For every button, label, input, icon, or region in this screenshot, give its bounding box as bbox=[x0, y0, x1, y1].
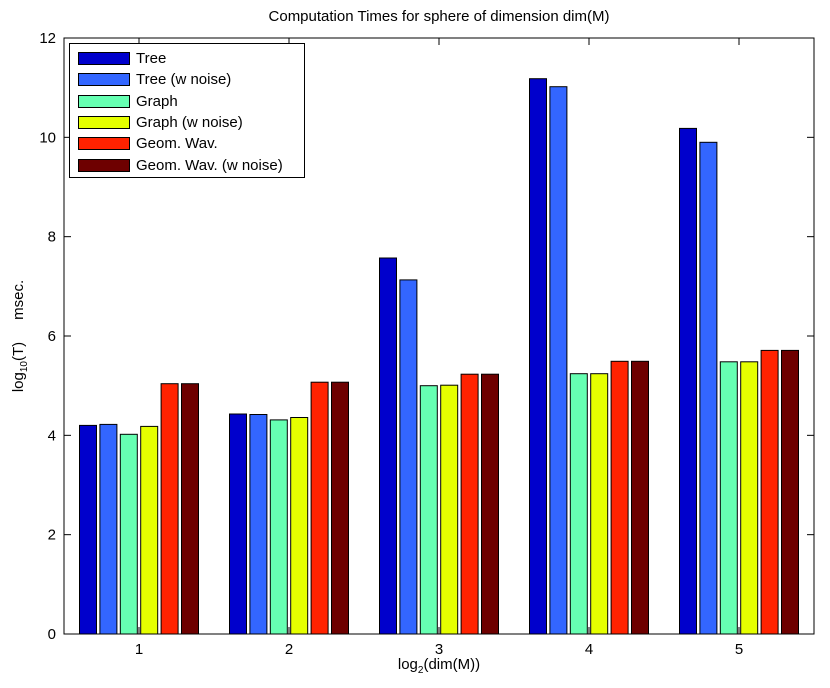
y-tick-label: 8 bbox=[48, 229, 56, 246]
bar bbox=[549, 86, 568, 635]
bar bbox=[79, 424, 97, 635]
legend-label: Geom. Wav. (w noise) bbox=[136, 156, 283, 174]
x-axis-label-base: log bbox=[397, 656, 418, 673]
bar bbox=[331, 381, 349, 635]
legend-item-tree-noise: Tree (w noise) bbox=[78, 69, 298, 90]
bar bbox=[249, 414, 268, 635]
legend-swatch bbox=[78, 52, 130, 66]
legend-swatch bbox=[78, 94, 130, 108]
legend: Tree Tree (w noise) Graph Graph (w noise… bbox=[69, 43, 305, 178]
x-tick-label: 1 bbox=[135, 641, 143, 658]
bar bbox=[290, 417, 309, 635]
y-tick-label: 10 bbox=[39, 129, 56, 146]
bar bbox=[569, 373, 588, 635]
legend-label: Graph (w noise) bbox=[136, 114, 243, 132]
bar bbox=[481, 373, 499, 635]
bar bbox=[699, 141, 718, 635]
bar bbox=[229, 413, 247, 635]
legend-item-geom-wav-noise: Geom. Wav. (w noise) bbox=[78, 154, 298, 175]
bar bbox=[590, 373, 609, 635]
bar bbox=[269, 419, 288, 635]
legend-swatch bbox=[78, 137, 130, 151]
y-tick-label: 4 bbox=[48, 427, 56, 444]
x-axis-label-sub: 2 bbox=[417, 665, 424, 676]
bar bbox=[740, 361, 759, 635]
y-axis-label-sub: 10 bbox=[19, 361, 30, 373]
bar bbox=[181, 383, 199, 635]
bar bbox=[310, 381, 329, 635]
x-axis-label: log2(dim(M)) bbox=[398, 656, 480, 676]
x-axis-ticks: 1 2 3 4 5 bbox=[135, 38, 743, 658]
bar bbox=[610, 360, 629, 635]
bar bbox=[119, 433, 138, 635]
x-tick-label: 3 bbox=[435, 641, 443, 658]
legend-item-geom-wav: Geom. Wav. bbox=[78, 133, 298, 154]
y-axis-unit: msec. bbox=[10, 279, 27, 320]
chart-title: Computation Times for sphere of dimensio… bbox=[268, 8, 610, 25]
legend-swatch bbox=[78, 158, 130, 172]
bar bbox=[719, 361, 738, 635]
legend-item-tree: Tree bbox=[78, 48, 298, 69]
x-tick-label: 2 bbox=[285, 641, 293, 658]
legend-label: Tree (w noise) bbox=[136, 71, 232, 89]
legend-label: Geom. Wav. bbox=[136, 135, 218, 153]
x-tick-label: 5 bbox=[735, 641, 743, 658]
bar bbox=[460, 373, 479, 635]
bar bbox=[419, 385, 438, 635]
y-axis-label-rest: (T) bbox=[10, 341, 27, 362]
y-tick-label: 6 bbox=[48, 328, 56, 345]
legend-item-graph: Graph bbox=[78, 91, 298, 112]
bar bbox=[160, 383, 179, 635]
legend-label: Tree bbox=[136, 50, 167, 68]
y-axis-ticks: 0 2 4 6 8 10 12 bbox=[39, 30, 814, 643]
bar bbox=[140, 425, 159, 635]
x-tick-label: 4 bbox=[585, 641, 593, 658]
bar bbox=[760, 349, 779, 635]
bars-group bbox=[79, 78, 799, 635]
bar bbox=[631, 360, 649, 635]
legend-item-graph-noise: Graph (w noise) bbox=[78, 112, 298, 133]
y-axis-label: log10(T) msec. bbox=[10, 280, 30, 392]
y-tick-label: 12 bbox=[39, 30, 56, 47]
y-axis-label-base: log bbox=[10, 372, 27, 393]
legend-swatch bbox=[78, 73, 130, 87]
legend-label: Graph bbox=[136, 92, 178, 110]
bar bbox=[399, 279, 418, 635]
bar bbox=[379, 257, 397, 635]
bar bbox=[529, 78, 547, 635]
bar bbox=[781, 349, 799, 635]
legend-swatch bbox=[78, 116, 130, 130]
bar bbox=[679, 127, 697, 635]
bar bbox=[440, 384, 459, 635]
y-tick-label: 0 bbox=[48, 626, 56, 643]
y-tick-label: 2 bbox=[48, 527, 56, 544]
bar bbox=[99, 423, 118, 635]
x-axis-label-rest: (dim(M)) bbox=[423, 656, 481, 673]
